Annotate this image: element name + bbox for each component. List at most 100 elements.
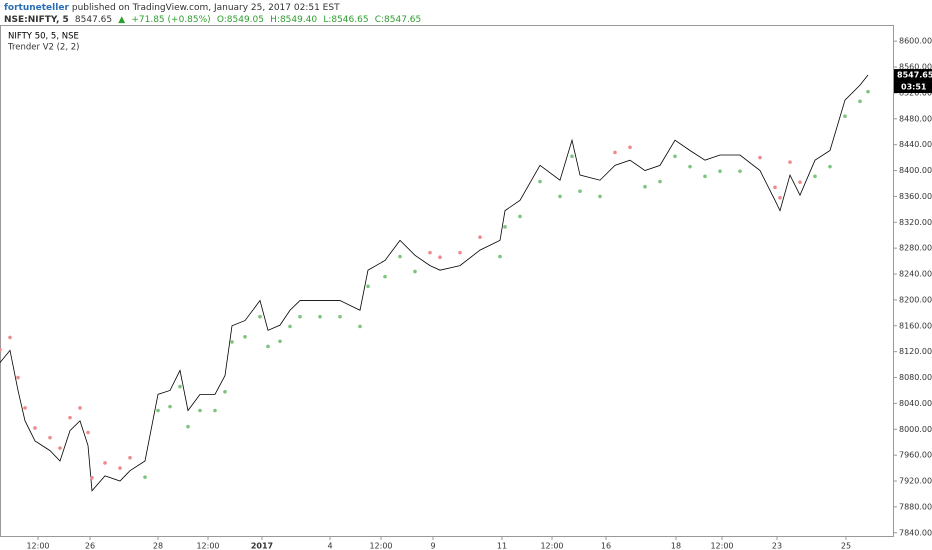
- trender-dot: [48, 435, 52, 440]
- x-tick-label: 4: [327, 542, 332, 550]
- trender-dot: [230, 340, 234, 344]
- x-tick-label: 18: [671, 542, 681, 550]
- trender-dot: [156, 408, 160, 413]
- y-tick-label: 8480.00: [899, 114, 932, 123]
- change: +71.85 (+0.85%): [131, 15, 211, 25]
- trender-dot: [703, 174, 707, 179]
- trender-dot: [58, 446, 62, 450]
- x-tick-label: 28: [153, 542, 163, 550]
- trender-dot: [86, 430, 90, 435]
- trender-dot: [68, 415, 72, 420]
- trender-dot: [438, 255, 442, 260]
- trender-dot: [103, 461, 107, 465]
- trender-dot: [143, 475, 147, 479]
- quote-line: NSE:NIFTY, 5 8547.65 ▲ +71.85 (+0.85%) O…: [4, 15, 424, 25]
- published: published on TradingView.com, January 25…: [71, 3, 340, 13]
- trender-dot: [33, 426, 37, 430]
- countdown: 03:51: [901, 83, 927, 92]
- trender-dot: [213, 408, 217, 413]
- trender-dot: [338, 314, 342, 319]
- x-tick-label: 2017: [251, 542, 273, 550]
- chart-title: NIFTY 50, 5, NSE: [8, 32, 79, 42]
- y-tick-label: 8400.00: [899, 166, 932, 175]
- trender-dot: [843, 114, 847, 119]
- plot-frame: [0, 25, 894, 537]
- trender-dot: [558, 194, 562, 199]
- trender-dot: [266, 344, 270, 349]
- y-tick-label: 8440.00: [899, 140, 932, 149]
- countdown-box: [894, 81, 932, 94]
- chart-subtitle: Trender V2 (2, 2): [7, 43, 79, 53]
- trender-dot: [78, 406, 82, 410]
- x-tick-label: 25: [841, 542, 851, 550]
- y-tick-label: 8360.00: [899, 192, 932, 201]
- y-tick-label: 8120.00: [899, 347, 932, 356]
- trender-dot: [118, 466, 122, 470]
- x-tick-label: 12:00: [196, 542, 219, 550]
- trender-dot: [0, 347, 2, 352]
- trender-dot: [258, 314, 262, 319]
- open: O:8549.05: [216, 15, 264, 25]
- trender-dot: [8, 335, 12, 340]
- x-tick-label: 23: [772, 542, 782, 550]
- trender-dot: [813, 174, 817, 179]
- x-tick-label: 9: [430, 542, 435, 550]
- trender-dot: [658, 179, 662, 184]
- trender-dot: [223, 389, 227, 394]
- trender-dot: [186, 424, 190, 429]
- x-tick-label: 16: [601, 542, 611, 550]
- price: 8547.65: [74, 15, 113, 25]
- trender-dot: [288, 324, 292, 329]
- close: C:8547.65: [374, 15, 422, 25]
- author[interactable]: fortuneteller: [4, 3, 69, 13]
- publish-line: fortuneteller published on TradingView.co…: [4, 3, 343, 13]
- trender-dot: [778, 195, 782, 200]
- y-tick-label: 7880.00: [899, 502, 932, 511]
- trender-dot: [366, 284, 370, 289]
- trender-dot: [428, 250, 432, 255]
- x-tick-label: 12:00: [540, 542, 563, 550]
- trender-dot: [828, 164, 832, 169]
- trender-dot: [398, 254, 402, 259]
- trender-dot: [738, 169, 742, 173]
- price-line: [0, 74, 869, 492]
- price-tag-box: [894, 69, 932, 82]
- price-tag: 8547.65: [897, 71, 932, 80]
- trender-dot: [688, 164, 692, 169]
- x-tick-label: 26: [85, 542, 95, 550]
- trender-dot: [128, 455, 132, 460]
- trender-dot: [16, 375, 20, 380]
- trender-dot: [478, 235, 482, 239]
- trender-dot: [198, 408, 202, 413]
- trender-dot: [613, 150, 617, 155]
- high: H:8549.40: [270, 15, 318, 25]
- trender-dot: [673, 154, 677, 159]
- trender-dot: [458, 250, 462, 255]
- trender-dot: [358, 324, 362, 329]
- y-tick-label: 8040.00: [899, 399, 932, 408]
- y-tick-label: 8560.00: [899, 63, 932, 72]
- trender-dot: [578, 189, 582, 194]
- y-tick-label: 8000.00: [899, 425, 932, 434]
- y-tick-label: 8280.00: [899, 244, 932, 253]
- y-tick-label: 8160.00: [899, 321, 932, 330]
- trender-dot: [598, 194, 602, 199]
- trender-dot: [798, 180, 802, 184]
- trender-dot: [628, 145, 632, 150]
- chart: NIFTY 50, 5, NSE Trender V2 (2, 2) 7840.…: [0, 25, 932, 550]
- trender-dot: [758, 155, 762, 160]
- arrow: ▲: [118, 15, 126, 25]
- trender-dot: [643, 184, 647, 189]
- y-tick-label: 8600.00: [899, 37, 932, 46]
- x-tick-label: 12:00: [369, 542, 392, 550]
- trender-dot: [318, 314, 322, 319]
- y-tick-label: 7960.00: [899, 451, 932, 460]
- x-tick-label: 12:00: [710, 542, 733, 550]
- trender-dot: [383, 274, 387, 279]
- trender-dot: [178, 384, 182, 389]
- trender-dot: [413, 269, 417, 274]
- trender-dot: [90, 475, 94, 480]
- trender-dot: [538, 179, 542, 184]
- trender-dot: [858, 99, 862, 104]
